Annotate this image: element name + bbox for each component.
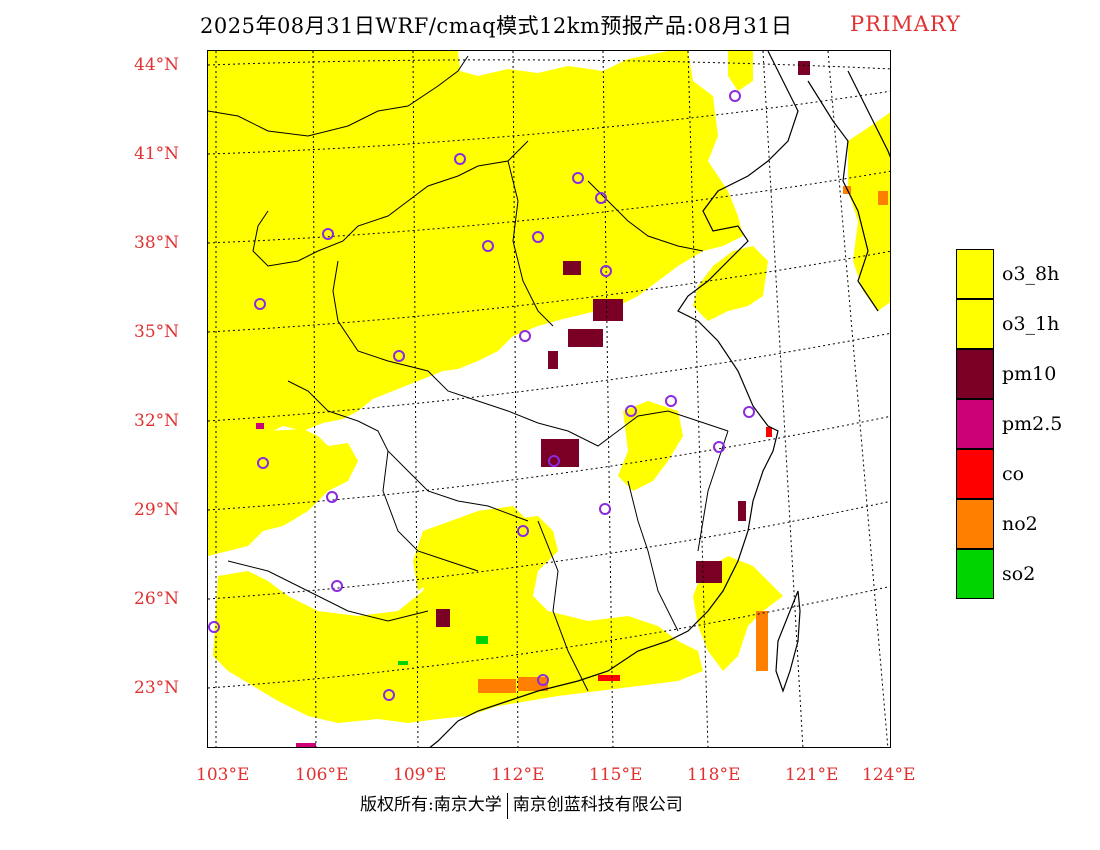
copyright-footer: 版权所有:南京大学 南京创蓝科技有限公司 — [360, 790, 683, 819]
legend-swatch — [956, 249, 994, 299]
o3-region-north-tip — [728, 51, 753, 91]
o3-region-south-c — [413, 506, 528, 591]
pm10-spot — [798, 61, 810, 75]
lat-label-44: 44°N — [134, 55, 180, 75]
legend-swatch — [956, 449, 994, 499]
pm10-spot — [593, 299, 623, 321]
legend-swatch — [956, 349, 994, 399]
coastline — [429, 51, 890, 747]
co-spot — [766, 427, 772, 437]
o3-region-southeast — [618, 401, 683, 491]
lon-label-103: 103°E — [196, 765, 250, 785]
legend-swatch — [956, 299, 994, 349]
no2-spot — [756, 611, 768, 671]
footer-separator — [506, 792, 508, 819]
so2-spot — [476, 636, 488, 644]
province-boundaries — [208, 55, 729, 692]
o3-region-north — [208, 51, 743, 471]
graticule — [208, 51, 890, 747]
lon-label-124: 124°E — [862, 765, 916, 785]
legend-label: o3_8h — [1002, 263, 1060, 285]
legend-label: pm2.5 — [1002, 413, 1063, 435]
o3-region-coast — [693, 556, 783, 671]
no2-spot — [518, 677, 548, 691]
lon-label-106: 106°E — [295, 765, 349, 785]
lat-label-23: 23°N — [134, 678, 180, 698]
lat-label-41: 41°N — [134, 144, 180, 164]
pm25-spot — [296, 743, 316, 747]
station-markers — [208, 90, 755, 701]
legend-label: co — [1002, 463, 1025, 485]
no2-spot — [878, 191, 888, 205]
lon-label-118: 118°E — [687, 765, 741, 785]
pm10-spot — [738, 501, 746, 521]
copyright-left: 版权所有:南京大学 — [360, 795, 502, 815]
legend-label: so2 — [1002, 563, 1036, 585]
o3-region-west — [208, 429, 358, 556]
legend-swatch — [956, 549, 994, 599]
forecast-map — [207, 50, 891, 748]
pm10-spot — [563, 261, 581, 275]
legend-label: o3_1h — [1002, 313, 1060, 335]
legend-swatch — [956, 499, 994, 549]
map-title: 2025年08月31日WRF/cmaq模式12km预报产品:08月31日 — [200, 14, 793, 38]
pm10-spot — [548, 351, 558, 369]
lat-label-38: 38°N — [134, 233, 180, 253]
pm25-spot — [256, 423, 264, 429]
legend-swatch — [956, 399, 994, 449]
lon-label-109: 109°E — [393, 765, 447, 785]
copyright-right: 南京创蓝科技有限公司 — [512, 795, 683, 815]
o3-region-shandong — [693, 246, 768, 321]
lon-label-115: 115°E — [589, 765, 643, 785]
lon-label-121: 121°E — [785, 765, 839, 785]
so2-spot — [398, 661, 408, 665]
pm10-spot — [696, 561, 722, 583]
pm10-spot — [568, 329, 603, 347]
pm10-spot — [436, 609, 450, 627]
pm10-spot — [541, 439, 579, 467]
no2-spot — [478, 679, 516, 693]
lat-label-35: 35°N — [134, 322, 180, 342]
legend-label: pm10 — [1002, 363, 1057, 385]
legend-label: no2 — [1002, 513, 1038, 535]
co-spot — [598, 675, 620, 681]
lon-label-112: 112°E — [491, 765, 545, 785]
lat-label-26: 26°N — [134, 589, 180, 609]
o3-region-northeast — [848, 112, 890, 311]
map-canvas — [208, 51, 890, 747]
lat-label-32: 32°N — [134, 411, 180, 431]
lat-label-29: 29°N — [134, 500, 180, 520]
o3-region-south — [213, 516, 703, 723]
product-tag: PRIMARY — [850, 12, 961, 36]
